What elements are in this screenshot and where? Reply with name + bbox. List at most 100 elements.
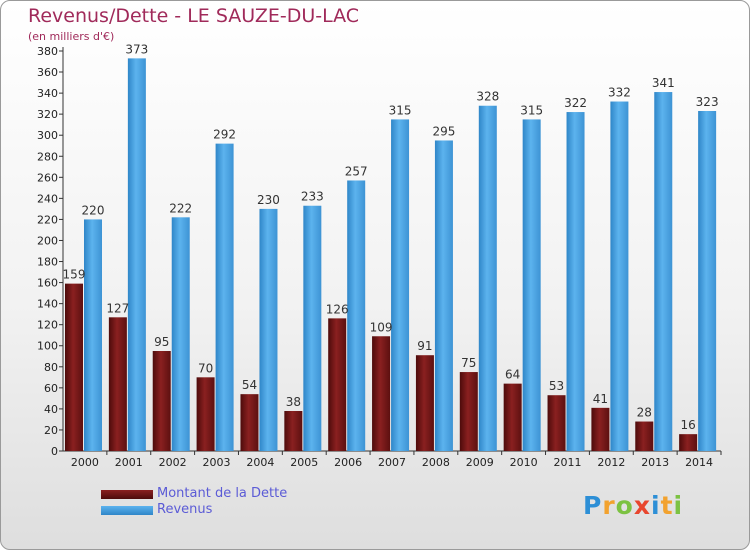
data-label-revenue: 220 [82, 203, 105, 217]
y-tick-label: 220 [37, 213, 58, 226]
y-tick-label: 80 [44, 361, 58, 374]
bar-debt [415, 355, 434, 451]
data-labels-group: 159 220 127 373 95 222 70 292 54 230 38 233 126 257 10… [63, 42, 719, 432]
y-tick-label: 300 [37, 129, 58, 142]
x-tick-label: 2008 [422, 456, 450, 469]
x-tick-label: 2013 [641, 456, 669, 469]
bar-revenue [259, 208, 278, 451]
y-tick-label: 60 [44, 382, 58, 395]
y-tick-label: 340 [37, 87, 58, 100]
legend-label-debt: Montant de la Dette [157, 486, 288, 501]
data-label-revenue: 230 [257, 193, 280, 207]
bar-debt [284, 411, 303, 451]
bar-debt [635, 421, 654, 451]
data-label-revenue: 323 [696, 95, 719, 109]
data-label-debt: 126 [326, 302, 349, 316]
chart-title: Revenus/Dette - LE SAUZE-DU-LAC [28, 5, 360, 27]
bar-debt [240, 394, 259, 451]
bar-debt [547, 395, 566, 451]
x-tick-label: 2007 [378, 456, 406, 469]
y-tick-label: 0 [51, 445, 58, 458]
y-tick-label: 180 [37, 256, 58, 269]
data-label-debt: 53 [549, 379, 564, 393]
x-axis: 2000 2001 2002 2003 2004 2005 2006 2007 2008 2009… [63, 450, 722, 469]
bar-debt [328, 318, 347, 451]
data-label-revenue: 341 [652, 76, 675, 90]
bar-revenue [303, 205, 322, 451]
legend-label-revenue: Revenus [157, 502, 213, 517]
bar-debt [459, 372, 478, 451]
data-label-debt: 38 [286, 395, 301, 409]
bar-debt [152, 351, 171, 451]
y-tick-label: 360 [37, 66, 58, 79]
bar-revenue [478, 105, 497, 451]
y-tick-label: 280 [37, 150, 58, 163]
y-tick-label: 120 [37, 319, 58, 332]
data-label-debt: 159 [63, 268, 86, 282]
bar-debt [591, 407, 610, 451]
data-label-revenue: 257 [345, 164, 368, 178]
y-tick-label: 40 [44, 403, 58, 416]
data-label-revenue: 292 [213, 128, 236, 142]
bar-revenue [391, 119, 410, 451]
bar-revenue [654, 92, 673, 451]
bar-revenue [434, 140, 453, 451]
data-label-revenue: 315 [520, 103, 543, 117]
x-tick-label: 2009 [466, 456, 494, 469]
x-tick-label: 2014 [685, 456, 713, 469]
legend-swatch-debt [101, 490, 153, 499]
data-label-debt: 64 [505, 368, 520, 382]
y-tick-label: 320 [37, 108, 58, 121]
data-label-revenue: 373 [125, 42, 148, 56]
data-label-revenue: 222 [169, 201, 192, 215]
bar-chart: 0 20 40 60 80 100 120 140 160 180 200 220 240 260 280 3… [37, 42, 722, 469]
data-label-debt: 127 [106, 301, 129, 315]
bar-revenue [215, 143, 234, 451]
x-tick-label: 2002 [159, 456, 187, 469]
bar-debt [196, 377, 215, 451]
bar-revenue [347, 180, 366, 451]
bar-revenue [566, 112, 585, 451]
x-tick-label: 2004 [246, 456, 274, 469]
y-tick-label: 100 [37, 340, 58, 353]
y-tick-label: 260 [37, 171, 58, 184]
x-tick-label: 2012 [597, 456, 625, 469]
bar-debt [679, 434, 698, 451]
data-label-revenue: 315 [389, 103, 412, 117]
x-tick-label: 2001 [115, 456, 143, 469]
bar-debt [503, 383, 522, 451]
data-label-revenue: 332 [608, 86, 631, 100]
proxiti-logo: Proxiti [583, 491, 684, 520]
chart-unit-label: (en milliers d'€) [28, 30, 115, 43]
data-label-debt: 54 [242, 378, 257, 392]
y-axis: 0 20 40 60 80 100 120 140 160 180 200 220 240 260 280 3… [37, 45, 64, 458]
x-tick-label: 2000 [71, 456, 99, 469]
data-label-debt: 75 [461, 356, 476, 370]
y-tick-label: 200 [37, 234, 58, 247]
y-tick-label: 380 [37, 45, 58, 58]
x-tick-label: 2005 [290, 456, 318, 469]
x-tick-label: 2006 [334, 456, 362, 469]
y-tick-label: 240 [37, 192, 58, 205]
bar-revenue [84, 219, 102, 451]
data-label-debt: 16 [680, 418, 695, 432]
bar-debt [372, 336, 391, 451]
bar-debt [108, 317, 127, 451]
bar-revenue [522, 119, 541, 451]
data-label-revenue: 233 [301, 190, 324, 204]
bars-group [65, 58, 717, 452]
bar-revenue [698, 111, 717, 451]
data-label-debt: 95 [154, 335, 169, 349]
x-tick-label: 2010 [510, 456, 538, 469]
data-label-revenue: 322 [564, 96, 587, 110]
data-label-revenue: 295 [432, 124, 455, 138]
bar-revenue [610, 101, 629, 452]
data-label-revenue: 328 [476, 90, 499, 104]
y-tick-label: 20 [44, 424, 58, 437]
bar-revenue [171, 217, 190, 451]
y-tick-label: 160 [37, 277, 58, 290]
data-label-debt: 70 [198, 361, 213, 375]
data-label-debt: 109 [370, 320, 393, 334]
x-tick-label: 2011 [553, 456, 581, 469]
